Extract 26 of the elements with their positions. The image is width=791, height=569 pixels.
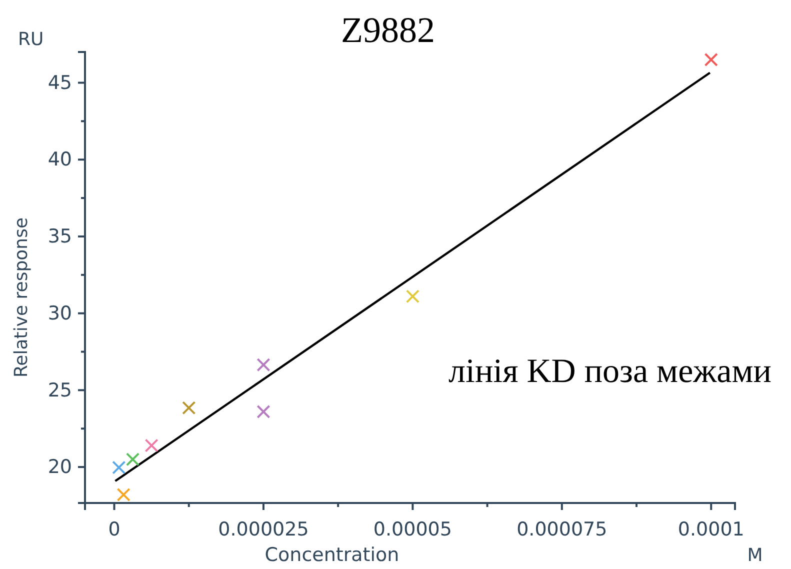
x-tick-label: 0.0001	[678, 518, 744, 540]
point	[256, 404, 270, 419]
y-tick-label: 25	[48, 379, 72, 402]
x-tick-label: 0.00005	[373, 518, 452, 540]
point	[116, 488, 130, 502]
y-tick-label: 20	[48, 456, 72, 478]
point	[126, 452, 140, 466]
annotation: лінія KD поза межами	[448, 353, 772, 390]
point	[256, 358, 270, 372]
y-axis-title: Relative response	[11, 217, 32, 378]
point	[182, 401, 196, 415]
y-tick-label: 35	[48, 226, 72, 248]
y-tick-label: 40	[48, 148, 72, 171]
point	[406, 290, 420, 304]
x-axis-title: Concentration	[264, 544, 400, 566]
x-tick-label: 0.000025	[218, 518, 309, 540]
text: M	[747, 545, 763, 566]
x-tick-label: 0.000075	[516, 518, 608, 540]
y-tick-label: 45	[48, 72, 72, 94]
y-tick-label: 30	[48, 302, 72, 324]
point	[112, 460, 126, 474]
x-tick-label: 0	[108, 518, 120, 540]
text: RU	[18, 29, 44, 50]
point	[704, 52, 718, 66]
chart-title: Z9882	[341, 10, 435, 50]
point	[144, 438, 158, 452]
